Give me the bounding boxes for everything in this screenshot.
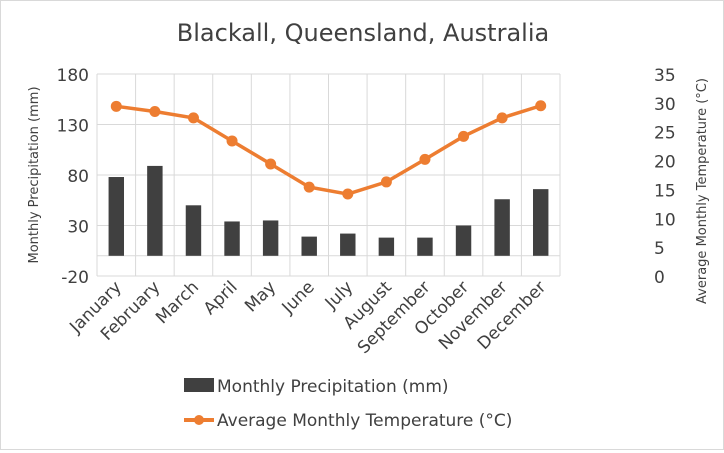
chart-title: Blackall, Queensland, Australia [177, 19, 549, 47]
precipitation-bar [262, 220, 279, 256]
month-label: April [200, 277, 242, 319]
month-label: March [152, 277, 203, 328]
temperature-marker [226, 135, 238, 147]
left-axis-label: Monthly Precipitation (mm) [27, 86, 42, 263]
right-tick-label: 0 [654, 268, 665, 288]
precipitation-bar [532, 189, 549, 256]
temperature-marker [149, 106, 161, 118]
legend-label-temperature: Average Monthly Temperature (°C) [217, 411, 512, 431]
month-label: June [278, 277, 319, 318]
precipitation-bar [185, 205, 202, 256]
right-tick-label: 10 [654, 210, 676, 230]
left-tick-label: 180 [57, 66, 89, 86]
left-tick-label: 30 [67, 218, 89, 238]
legend: Monthly Precipitation (mm) Average Month… [184, 377, 512, 431]
temperature-marker [496, 112, 508, 124]
right-tick-label: 35 [654, 66, 676, 86]
right-tick-label: 5 [654, 239, 665, 259]
temperature-marker [342, 188, 354, 200]
temperature-marker [535, 100, 547, 112]
left-tick-label: -20 [61, 268, 89, 288]
right-axis-ticks: 0 5 10 15 20 25 30 35 [654, 66, 676, 288]
temperature-marker [303, 181, 315, 193]
precipitation-bar [301, 236, 317, 256]
temperature-marker [458, 130, 470, 142]
temperature-marker [380, 176, 392, 188]
precipitation-bar [455, 225, 472, 256]
precipitation-bar [340, 233, 356, 256]
precipitation-bar [417, 237, 433, 256]
gridlines [96, 73, 561, 277]
legend-label-precipitation: Monthly Precipitation (mm) [217, 377, 449, 397]
left-tick-label: 130 [57, 117, 89, 137]
right-tick-label: 25 [654, 124, 676, 144]
right-tick-label: 20 [654, 153, 676, 173]
right-axis-label: Average Monthly Temperature (°C) [695, 78, 710, 304]
temperature-marker [110, 100, 122, 112]
temperature-line [110, 100, 547, 200]
precipitation-bar [378, 237, 395, 256]
bars [108, 165, 549, 256]
temperature-marker [419, 153, 431, 165]
legend-swatch-temperature-marker [194, 415, 204, 425]
left-tick-label: 80 [67, 167, 89, 187]
right-tick-label: 30 [654, 95, 676, 115]
left-axis-ticks: -20 30 80 130 180 [57, 66, 89, 288]
legend-swatch-precipitation [184, 378, 214, 392]
precipitation-bar [494, 199, 510, 256]
precipitation-bar [108, 177, 125, 256]
temperature-polyline [116, 104, 542, 196]
temperature-marker [265, 158, 277, 170]
precipitation-bar [224, 221, 240, 256]
precipitation-bar [147, 165, 163, 256]
right-tick-label: 15 [654, 181, 676, 201]
month-label: May [241, 277, 280, 316]
temperature-marker [187, 112, 199, 124]
